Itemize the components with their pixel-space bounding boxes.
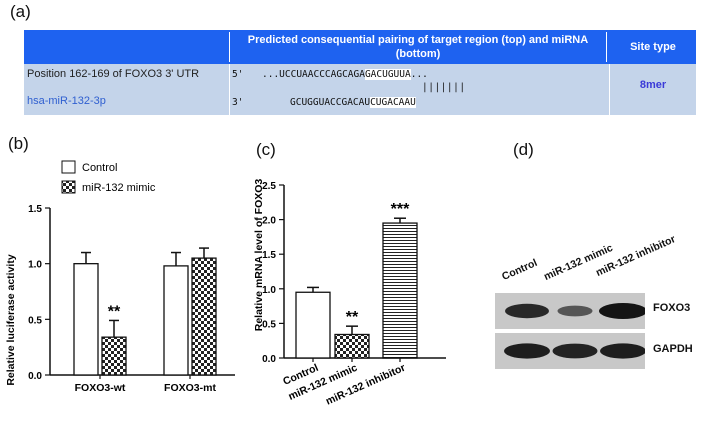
bar: [295, 291, 331, 359]
chart-c-ylabel: Relative mRNA level of FOXO3: [253, 179, 265, 332]
significance-mark: **: [108, 303, 121, 320]
chart-c-ytick-label: 1.5: [262, 250, 276, 261]
blot-band: [557, 305, 593, 317]
header-pairing: Predicted consequential pairing of targe…: [229, 32, 607, 62]
target-prime: 5': [232, 69, 244, 80]
mirna-sequence: GCUGGUACCGACAUCUGACAAU: [290, 97, 416, 108]
band-label-foxo3: FOXO3: [653, 302, 691, 314]
chart-c-ytick-label: 1.0: [262, 285, 276, 296]
band-label-gapdh: GAPDH: [653, 343, 693, 355]
chart-c: Relative mRNA level of FOXO3 0.0 0.5 1.0 1.…: [253, 179, 446, 408]
table-body: Position 162-169 of FOXO3 3' UTR hsa-miR…: [24, 64, 696, 115]
target-seed: GACUGUUA: [364, 69, 411, 80]
chart-b-ytick-label: 0.0: [28, 371, 42, 382]
header-site-type: Site type: [630, 41, 676, 53]
pairing-bars: |||||||: [422, 82, 466, 93]
table-header: Predicted consequential pairing of targe…: [24, 30, 696, 64]
row-mirna-label: hsa-miR-132-3p: [27, 95, 106, 107]
mirna-prime: 3': [232, 97, 244, 108]
chart-b-ytick-label: 1.0: [28, 260, 42, 271]
blot-bands: [495, 293, 645, 369]
chart-b-ytick-label: 0.5: [28, 315, 42, 326]
row-target-label: Position 162-169 of FOXO3 3' UTR: [27, 68, 200, 80]
chart-c-ytick-label: 0.5: [262, 319, 276, 330]
legend-swatch-mimic: [61, 180, 76, 194]
chart-c-ytick-label: 0.0: [262, 354, 276, 365]
bar: [191, 257, 217, 376]
bar: [334, 333, 370, 359]
panel-label-c: (c): [256, 140, 276, 159]
blot-band: [600, 343, 645, 359]
bar: [101, 336, 127, 376]
bar: [73, 263, 99, 376]
mirna-seed: CUGACAAU: [370, 97, 416, 108]
chart-b-ylabel: Relative luciferase activity: [5, 254, 17, 385]
chart-b-ytick-label: 1.5: [28, 204, 42, 215]
legend-swatch-control: [61, 160, 76, 174]
chart-b: Relative luciferase activity 0.0 0.5 1.0 1.…: [5, 160, 235, 394]
western-blot: Control miR-132 mimic miR-132 inhibitor …: [495, 205, 716, 405]
significance-mark: **: [346, 309, 359, 326]
lane-label-control: Control: [500, 256, 540, 283]
blot-band: [505, 303, 549, 319]
chart-b-xtick-label: FOXO3-mt: [164, 382, 216, 394]
panel-label-b: (b): [8, 134, 29, 153]
chart-b-xtick-label: FOXO3-wt: [75, 382, 126, 394]
bar: [163, 265, 189, 376]
blot-band: [552, 343, 598, 359]
target-sequence: ...UCCUAACCCAGCAGAGACUGUUA...: [262, 69, 428, 80]
panel-label-d: (d): [513, 140, 534, 159]
panel-label-a: (a): [10, 2, 31, 21]
blot-band: [504, 343, 550, 359]
legend-label-mimic: miR-132 mimic: [82, 182, 156, 194]
bar: [382, 222, 418, 359]
legend-label-control: Control: [82, 162, 117, 174]
blot-band: [599, 303, 645, 319]
site-type-value: 8mer: [639, 79, 667, 91]
chart-c-ytick-label: 2.0: [262, 216, 276, 227]
significance-mark: ***: [391, 201, 410, 218]
chart-c-ytick-label: 2.5: [262, 181, 276, 192]
pairing-table: Predicted consequential pairing of targe…: [24, 30, 696, 115]
